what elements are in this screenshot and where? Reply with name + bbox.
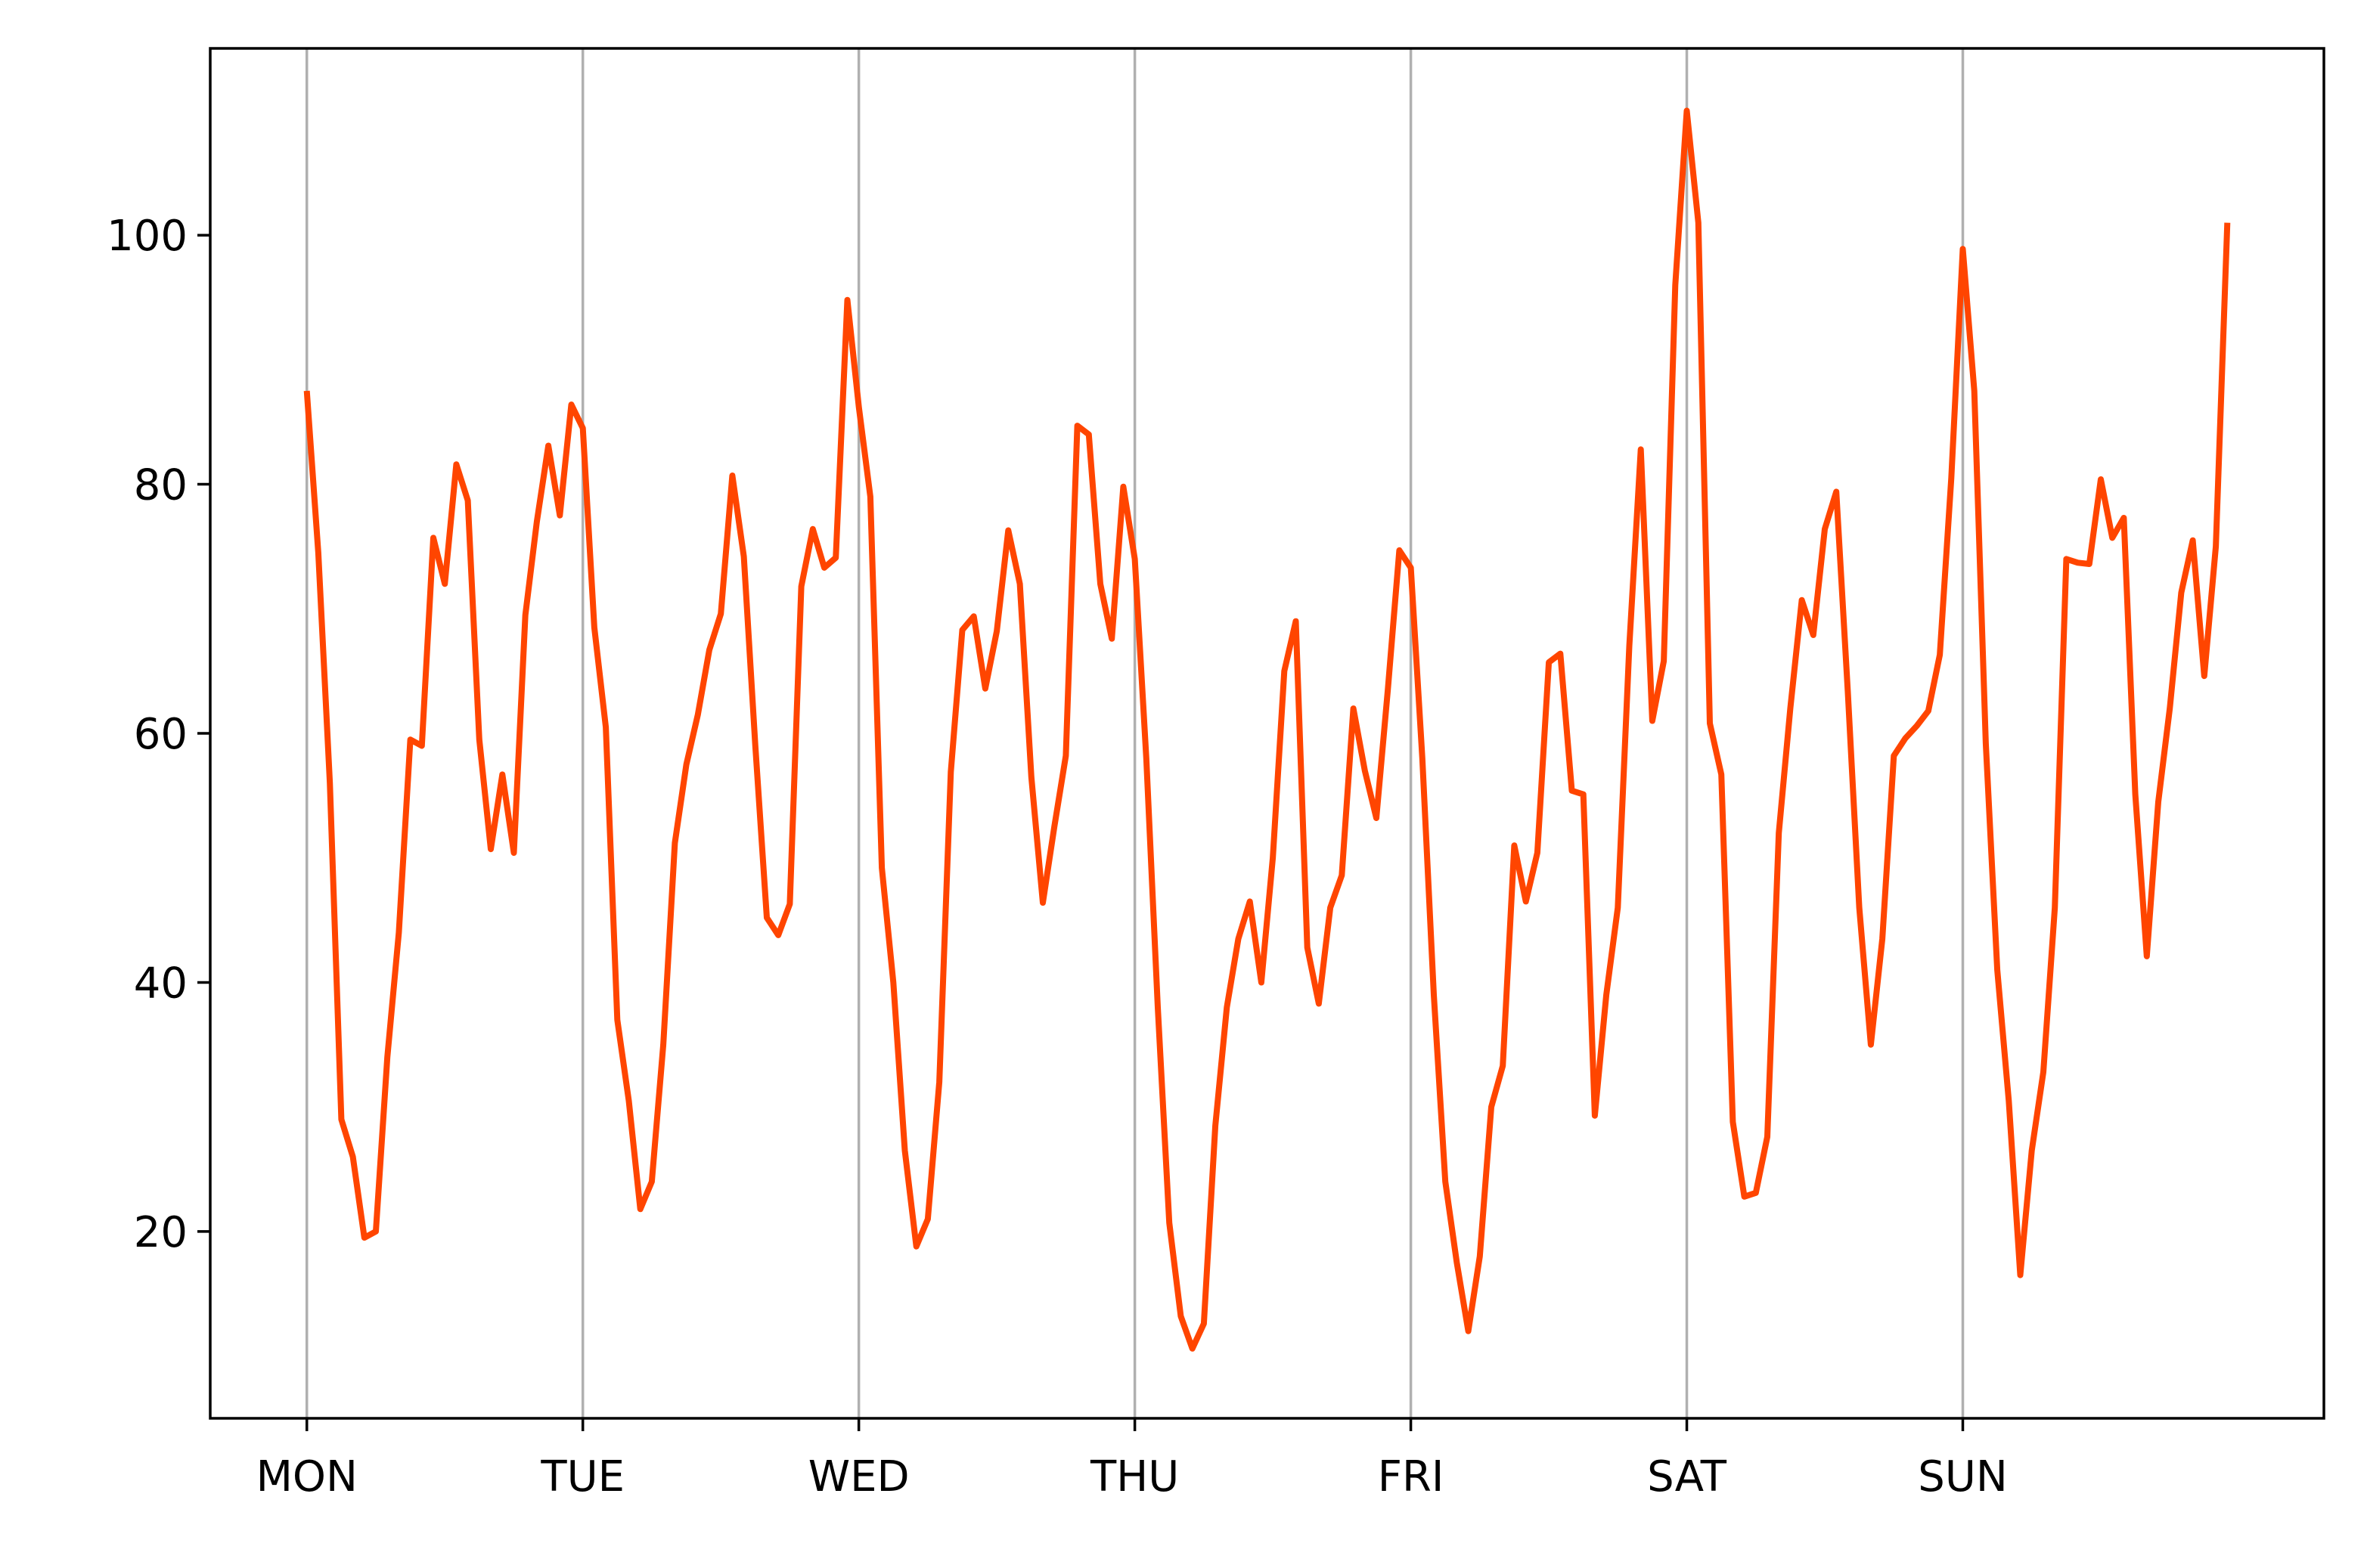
x-tick-label-fri: FRI <box>1378 1452 1444 1501</box>
y-tick-label-40: 40 <box>134 959 188 1008</box>
y-tick-label-20: 20 <box>134 1208 188 1257</box>
x-tick-label-sun: SUN <box>1918 1452 2007 1501</box>
x-tick-label-thu: THU <box>1090 1452 1179 1501</box>
plot-background <box>210 48 2324 1418</box>
y-axis: 20 40 60 80 100 <box>107 212 210 1257</box>
y-tick-label-80: 80 <box>134 461 188 510</box>
y-tick-label-60: 60 <box>134 710 188 759</box>
x-tick-label-tue: TUE <box>540 1452 625 1501</box>
series-line <box>303 107 2231 1352</box>
x-tick-label-wed: WED <box>808 1452 910 1501</box>
y-tick-label-100: 100 <box>107 212 188 261</box>
x-axis: MON TUE WED THU FRI SAT SUN <box>256 1418 2008 1501</box>
x-tick-label-mon: MON <box>256 1452 358 1501</box>
x-tick-label-sat: SAT <box>1647 1452 1727 1501</box>
